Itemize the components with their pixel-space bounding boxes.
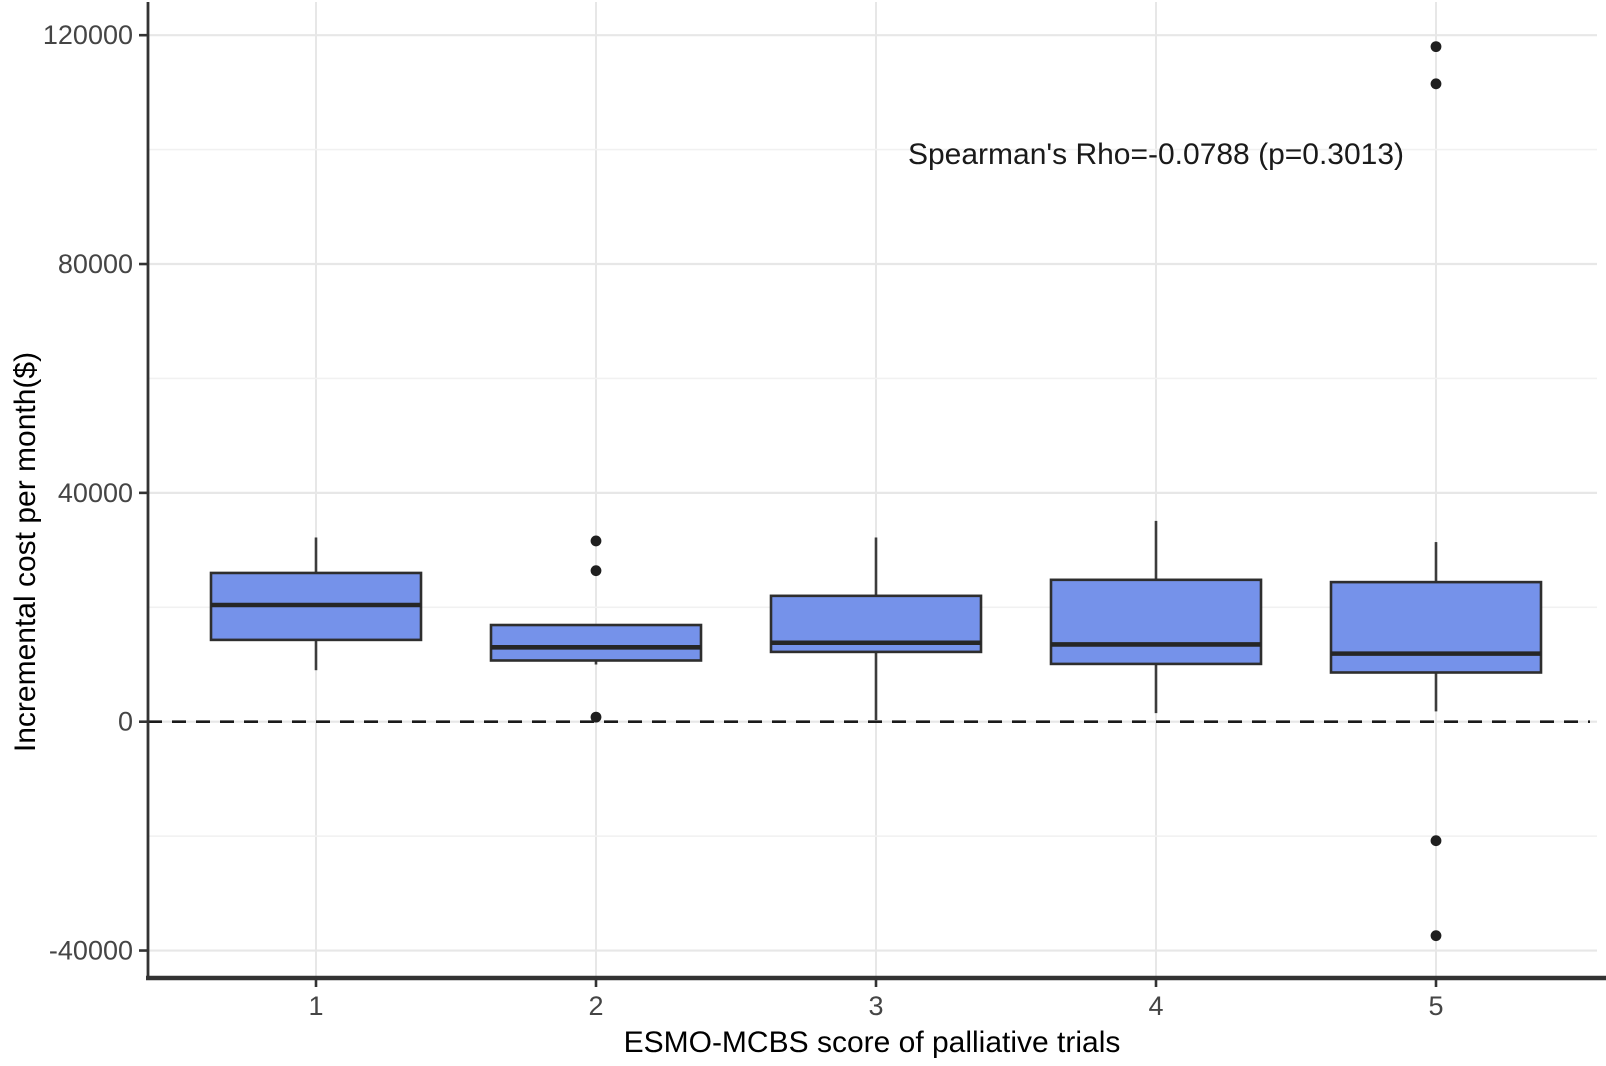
box-score-2 [489,623,703,662]
box-score-4 [1049,578,1263,666]
outlier-point-score-2 [590,535,602,547]
y-axis-title: Incremental cost per month($) [9,351,42,753]
x-tick-label: 4 [1148,991,1163,1021]
outlier-point-score-5 [1430,930,1442,942]
x-tick-label: 2 [588,991,603,1021]
x-tick-label: 1 [308,991,323,1021]
y-tick-label: 40000 [58,478,133,508]
y-tick-label: 120000 [43,20,133,50]
box-score-5 [1329,580,1543,674]
outlier-point-score-2 [590,565,602,577]
y-tick-label: 0 [118,707,133,737]
x-axis-title: ESMO-MCBS score of palliative trials [623,1026,1121,1059]
y-tick-label: -40000 [49,936,133,966]
x-tick-label: 3 [868,991,883,1021]
outlier-point-score-5 [1430,78,1442,90]
plot-panel [148,2,1597,978]
y-tick-label: 80000 [58,249,133,279]
outlier-point-score-5 [1430,835,1442,847]
outlier-point-score-5 [1430,41,1442,53]
spearman-rho-annotation: Spearman's Rho=-0.0788 (p=0.3013) [907,138,1405,172]
outlier-point-score-2 [590,711,602,723]
x-tick-label: 5 [1428,991,1443,1021]
